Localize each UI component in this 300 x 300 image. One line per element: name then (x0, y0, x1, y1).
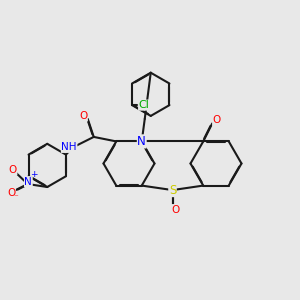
Text: O: O (79, 111, 87, 121)
Text: O: O (171, 205, 180, 214)
Text: O: O (213, 116, 221, 125)
Text: O: O (9, 165, 17, 175)
Text: S: S (169, 184, 176, 196)
Text: NH: NH (61, 142, 77, 152)
Text: N: N (137, 135, 146, 148)
Text: ⁻: ⁻ (14, 193, 18, 202)
Text: Cl: Cl (139, 100, 149, 110)
Text: +: + (30, 170, 38, 179)
Text: O: O (7, 188, 15, 198)
Text: N: N (25, 177, 32, 187)
